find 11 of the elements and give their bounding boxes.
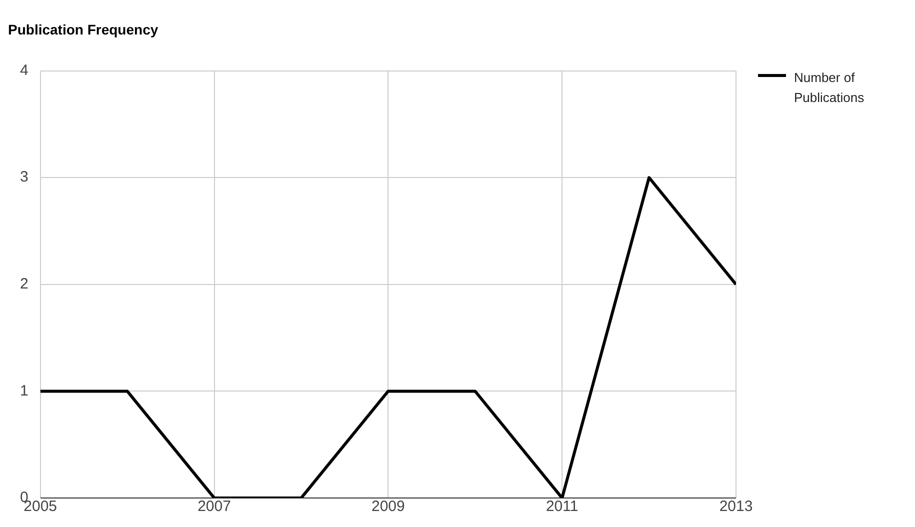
y-tick-label: 1 bbox=[20, 382, 28, 400]
x-tick-label: 2007 bbox=[198, 498, 231, 516]
x-tick-label: 2011 bbox=[546, 498, 578, 516]
y-tick-label: 2 bbox=[20, 276, 28, 293]
x-tick-label: 2009 bbox=[371, 498, 405, 516]
y-tick-label: 0 bbox=[20, 489, 28, 506]
y-tick-label: 4 bbox=[20, 62, 28, 79]
x-tick-label: 2013 bbox=[719, 498, 753, 516]
legend-label: Number of Publications bbox=[794, 69, 866, 107]
chart-title: Publication Frequency bbox=[8, 21, 158, 38]
y-tick-label: 3 bbox=[20, 168, 28, 186]
